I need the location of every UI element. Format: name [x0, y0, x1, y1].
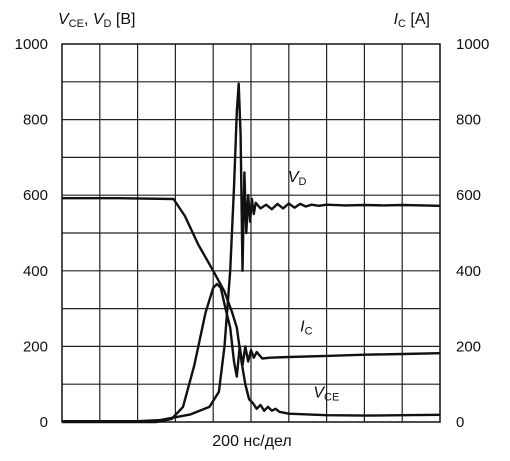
right-tick-label: 400	[456, 263, 481, 280]
x-axis-label: 200 нс/дел	[212, 433, 291, 450]
left-tick-label: 600	[23, 187, 48, 204]
left-tick-label: 400	[23, 263, 48, 280]
right-tick-label: 800	[456, 112, 481, 129]
series-label-vce: VCE	[313, 384, 339, 403]
left-tick-label: 200	[23, 338, 48, 355]
right-axis-label: IC [А]	[394, 11, 430, 30]
left-axis-label: VCE, VD [В]	[58, 11, 135, 30]
series-line-vce	[62, 197, 441, 417]
right-tick-label: 600	[456, 187, 481, 204]
right-tick-label: 1000	[456, 36, 489, 53]
left-tick-label: 800	[23, 112, 48, 129]
left-tick-label: 1000	[15, 36, 48, 53]
right-tick-label: 0	[456, 414, 464, 431]
series-line-vd	[62, 82, 441, 423]
series-annotations: VD IC VCE	[288, 169, 339, 403]
series-label-ic: IC	[300, 318, 312, 337]
left-tick-label: 0	[40, 414, 48, 431]
series-label-vd: VD	[288, 169, 307, 188]
right-tick-label: 200	[456, 338, 481, 355]
plot-frame	[61, 43, 441, 423]
grid-lines	[62, 44, 440, 422]
right-axis-ticks: 0 200 400 600 800 1000	[456, 36, 489, 431]
series-group	[62, 82, 441, 424]
left-axis-ticks: 0 200 400 600 800 1000	[15, 36, 48, 431]
